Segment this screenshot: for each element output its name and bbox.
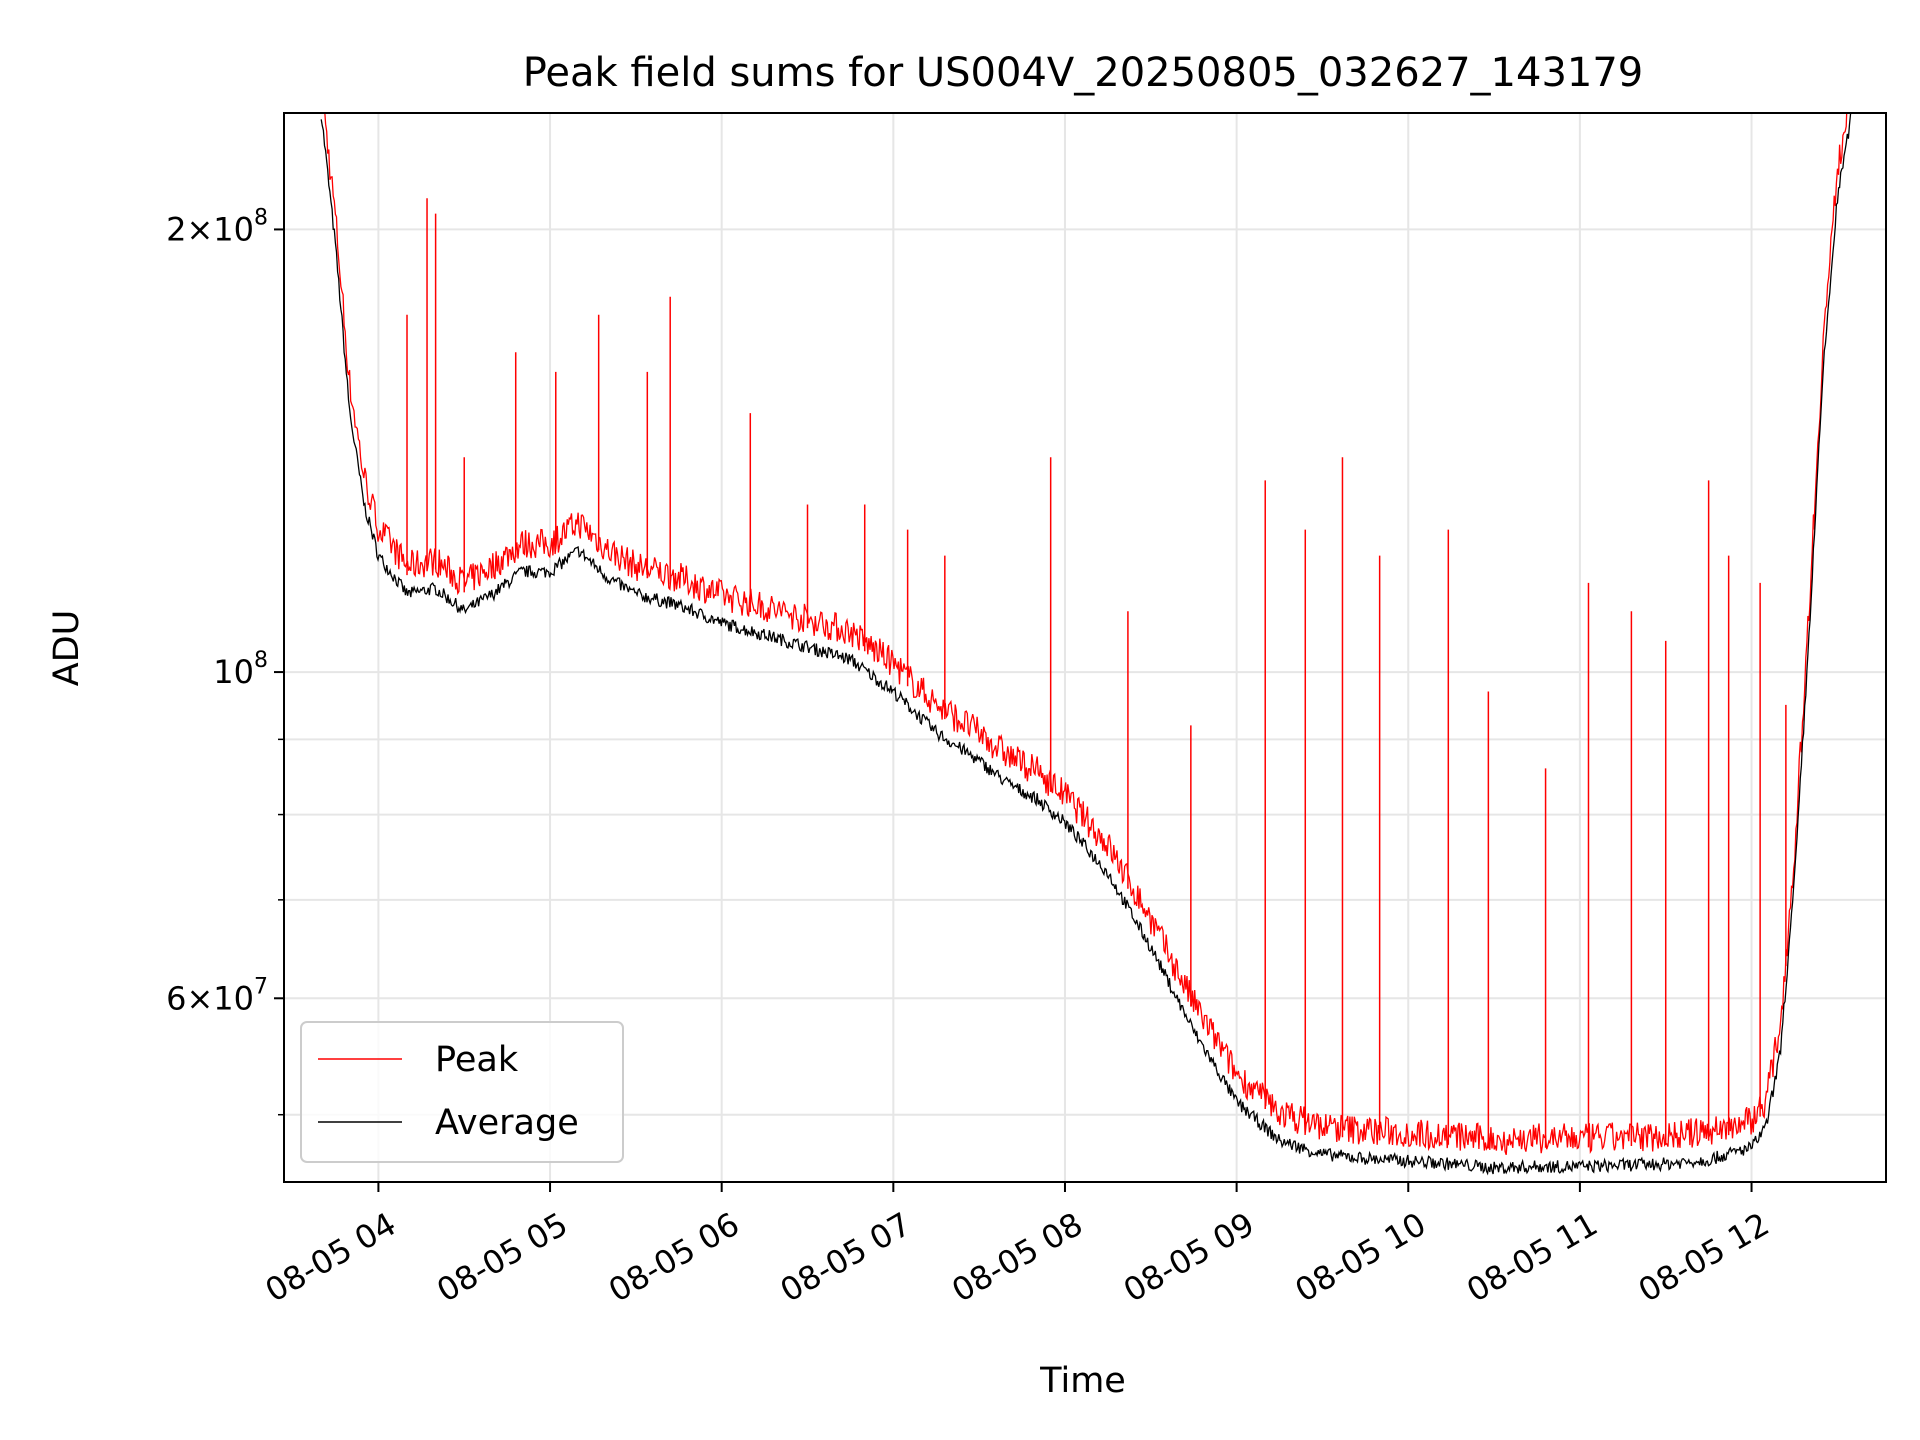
- series-line-average: [320, 113, 1852, 1176]
- x-axis-label: Time: [1039, 1361, 1126, 1401]
- y-tick-label: 108: [213, 648, 268, 691]
- chart-title: Peak field sums for US004V_20250805_0326…: [523, 50, 1644, 96]
- plot-frame: [283, 112, 1887, 1183]
- y-axis-label: ADU: [47, 610, 87, 687]
- y-tick-label: 6×107: [166, 974, 268, 1017]
- y-axis-ticks: 6×107 108 2×108: [166, 205, 284, 1116]
- y-tick-label: 2×108: [166, 205, 268, 248]
- grid: [284, 113, 1886, 1182]
- legend-box: [300, 1021, 624, 1163]
- legend-label-peak: Peak: [435, 1040, 519, 1080]
- legend: Peak Average: [300, 1021, 624, 1163]
- series-line-peak: [324, 113, 1851, 1156]
- legend-label-average: Average: [435, 1103, 579, 1143]
- plot-series: [320, 113, 1852, 1176]
